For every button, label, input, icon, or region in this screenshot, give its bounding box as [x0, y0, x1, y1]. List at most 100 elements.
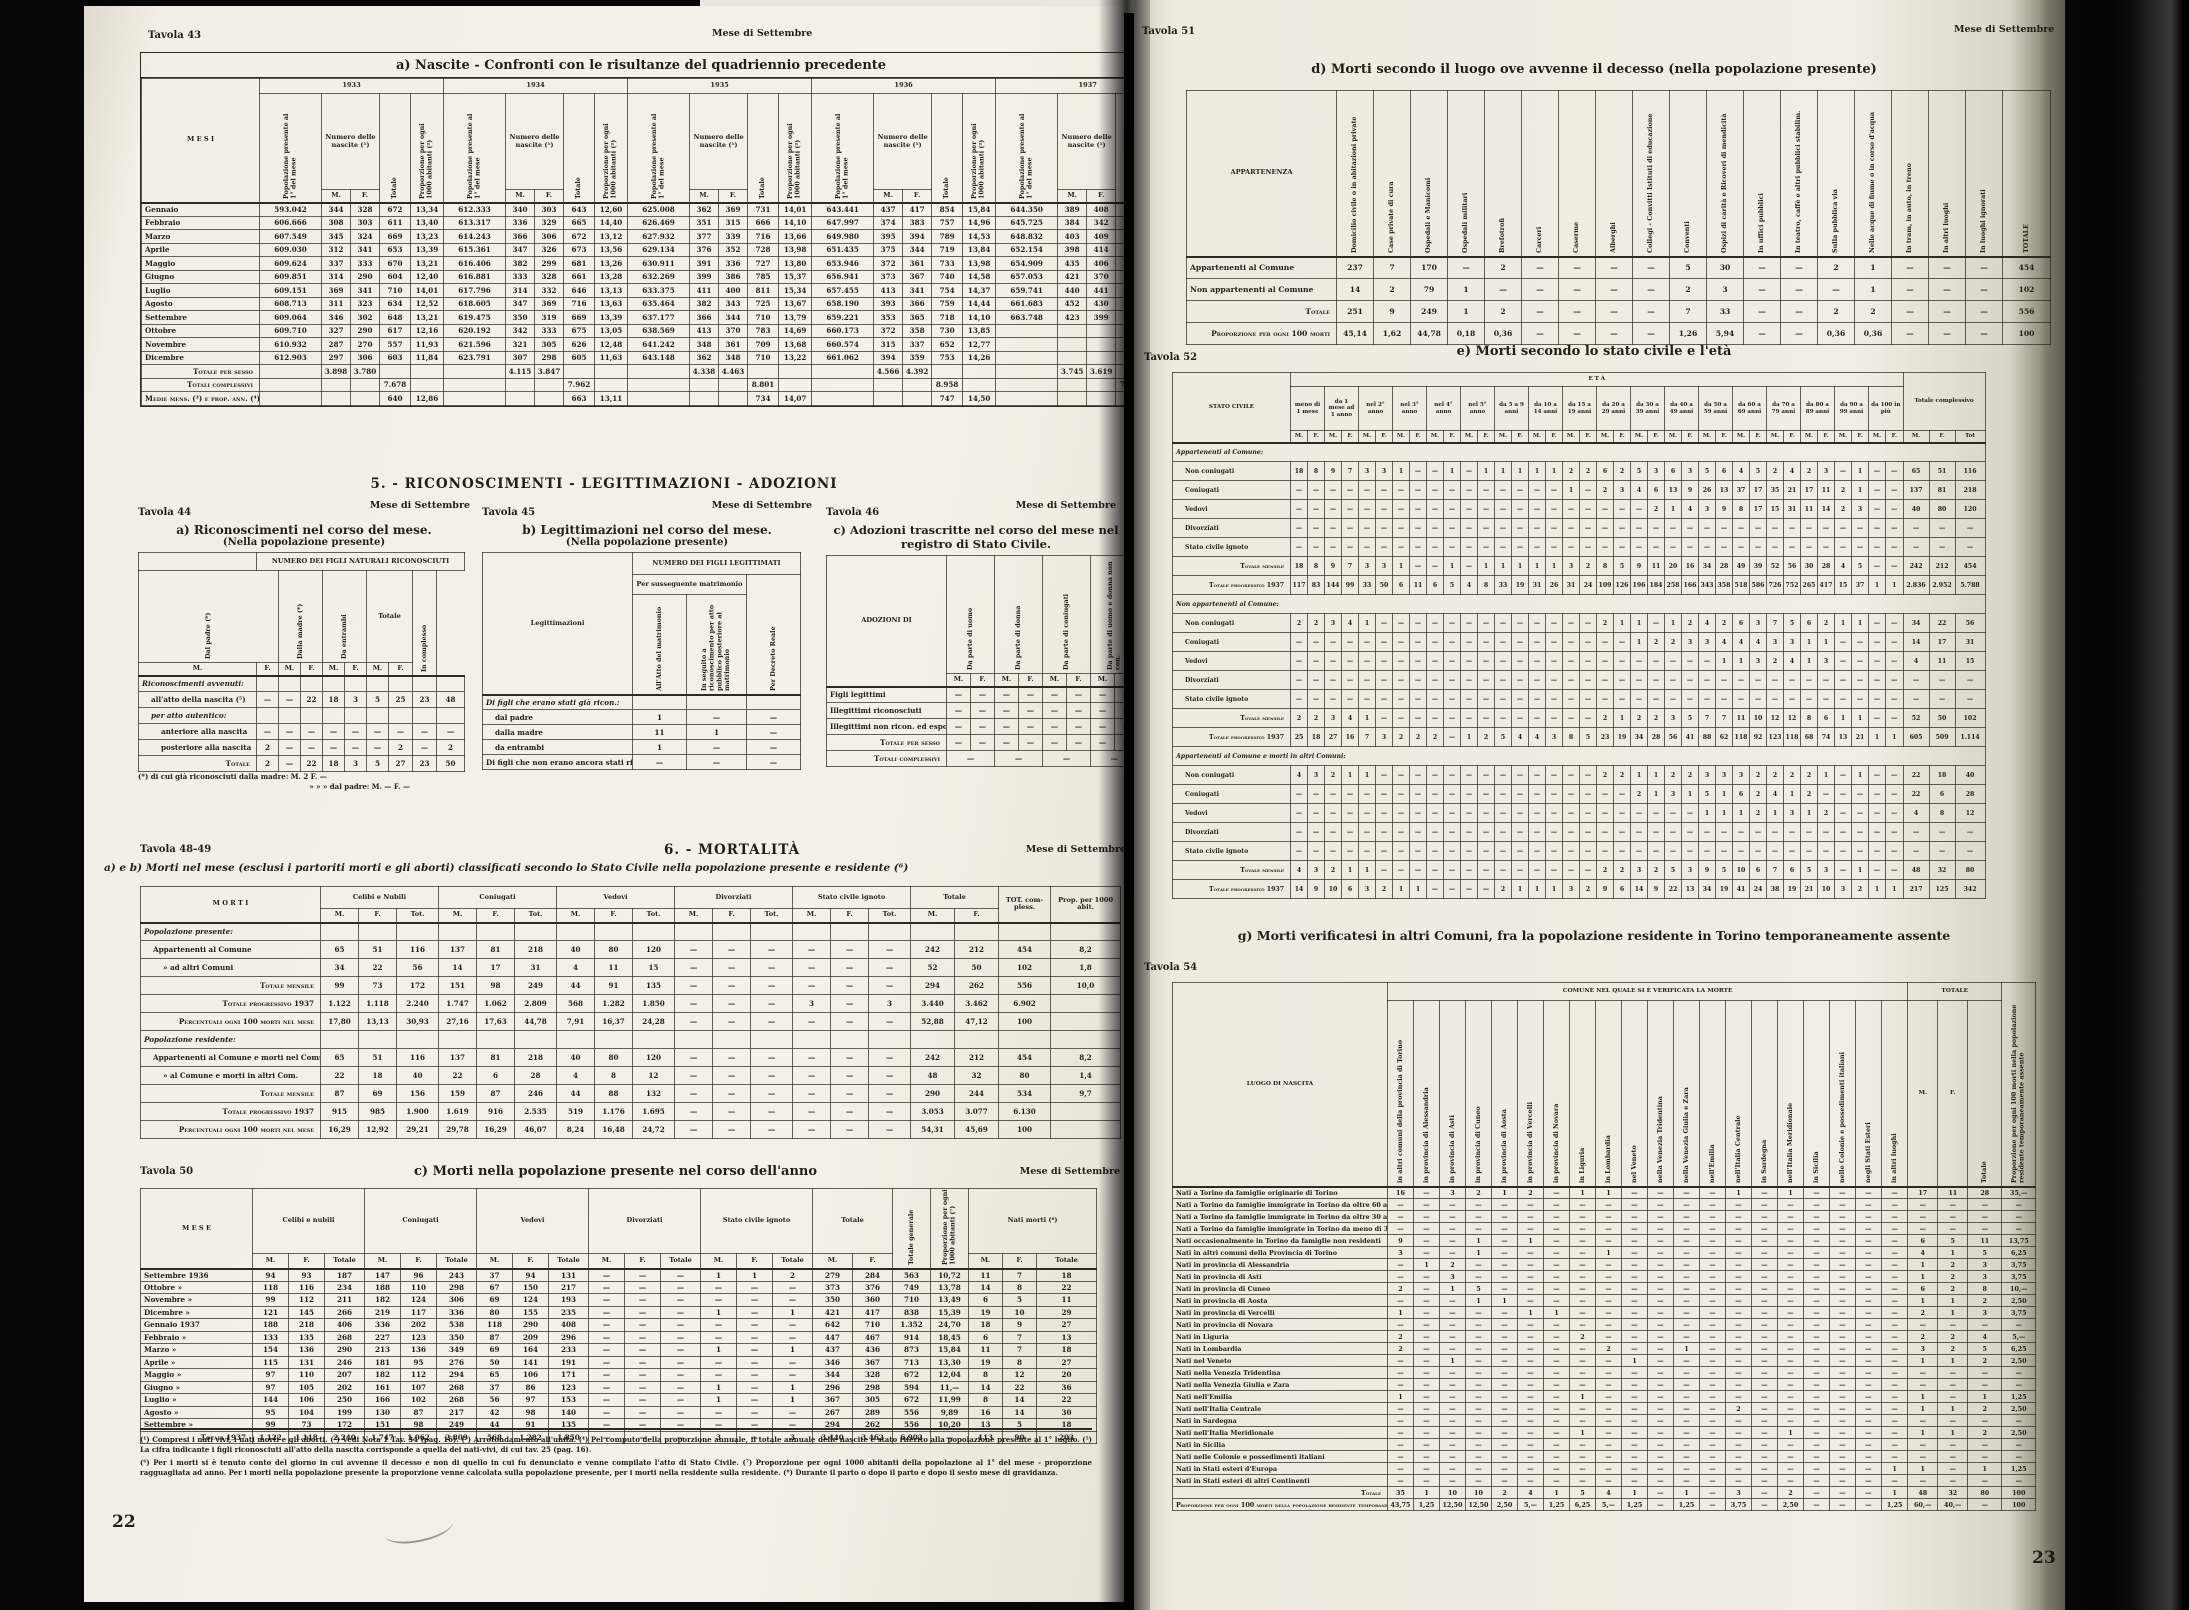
cell: —: [1494, 651, 1512, 671]
cell: 3: [1817, 860, 1835, 880]
rotated-label: Totale generale: [906, 1209, 915, 1265]
header-cell: M.: [1324, 430, 1342, 443]
cell: —: [1491, 1282, 1518, 1295]
cell: —: [1803, 1282, 1830, 1295]
cell: dal padre: [482, 709, 633, 726]
cell: —: [1829, 1270, 1856, 1283]
cell: —: [736, 1380, 774, 1395]
cell: —: [278, 739, 301, 756]
cell: 105: [288, 1380, 325, 1395]
cell: —: [1465, 1330, 1492, 1343]
cell: —: [1664, 841, 1682, 861]
cell: —: [1562, 803, 1580, 823]
cell: 14,10: [778, 215, 813, 230]
cell: da entrambi: [482, 739, 633, 756]
cell: 244: [954, 1084, 1000, 1103]
cell: —: [1967, 1222, 2003, 1235]
cell: 13: [1681, 879, 1699, 899]
cell: —: [1803, 1306, 1830, 1319]
cell: 0,36: [1484, 322, 1522, 345]
cell: [995, 323, 1059, 338]
cell: —: [1907, 1222, 1939, 1235]
cell: —: [1751, 1258, 1778, 1271]
cell: —: [1829, 1306, 1856, 1319]
cell: 3: [1562, 556, 1580, 576]
cell: [995, 377, 1059, 392]
cell: 118: [476, 1318, 513, 1332]
cell: 1: [1868, 879, 1886, 899]
cell: 40: [1954, 765, 1986, 785]
cell: 1: [1885, 575, 1904, 595]
cell: [1050, 1012, 1122, 1031]
cell: —: [1621, 1402, 1648, 1415]
cell: —: [1800, 537, 1818, 557]
cell: 658.190: [811, 296, 875, 311]
cell: [1050, 1102, 1122, 1121]
cell: 50: [435, 755, 466, 772]
cell: —: [1725, 1282, 1752, 1295]
cell: [995, 337, 1059, 352]
cell: 8.801: [747, 377, 780, 392]
header-cell: negli Stati Esteri: [1855, 1000, 1882, 1187]
cell: —: [1803, 1414, 1830, 1427]
cell: 10,0: [1050, 976, 1122, 995]
tavola-46-title: c) Adozioni trascritte nel corso del mes…: [833, 523, 1119, 551]
cell: 626.469: [627, 215, 691, 230]
cell: Nati in Sicilia: [1172, 1438, 1388, 1451]
cell: —: [1290, 537, 1308, 557]
cell: 6.902: [998, 994, 1052, 1013]
cell: —: [1967, 1366, 2003, 1379]
cell: 39: [1749, 556, 1767, 576]
cell: 366: [505, 229, 536, 244]
cell: 1: [1967, 1462, 2003, 1475]
cell: 7: [1341, 461, 1359, 481]
header-cell: NUMERO DEI FIGLI LEGITTIMATI: [632, 552, 801, 575]
cell: 56: [1783, 556, 1801, 576]
cell: —: [1439, 1198, 1466, 1211]
cell: —: [1413, 1222, 1440, 1235]
cell: —: [1829, 1198, 1856, 1211]
header-cell: M.: [1290, 430, 1308, 443]
cell: 348: [718, 350, 749, 365]
cell: 0,36: [1854, 322, 1892, 345]
cell: 394: [873, 350, 904, 365]
cell: —: [2001, 1210, 2037, 1223]
cell: Novembre: [141, 337, 260, 352]
cell: 243: [436, 1268, 477, 1282]
cell: —: [1699, 1270, 1726, 1283]
cell: 1: [1854, 256, 1892, 279]
cell: 171: [547, 1368, 590, 1382]
cell: —: [1780, 256, 1818, 279]
cell: —: [1885, 518, 1904, 538]
cell: 2: [1596, 613, 1614, 633]
cell: —: [1596, 499, 1614, 519]
cell: 3: [1732, 765, 1750, 785]
cell: 609.851: [259, 269, 322, 284]
cell: —: [1751, 1486, 1778, 1499]
cell: 3: [1725, 1486, 1752, 1499]
cell: 609.624: [259, 256, 322, 271]
cell: —: [1426, 841, 1444, 861]
cell: —: [1699, 1294, 1726, 1307]
tavola-45-table-host: Legittimazioni NUMERO DEI FIGLI LEGITTIMA…: [482, 551, 812, 771]
cell: —: [1647, 1354, 1674, 1367]
cell: 12,77: [962, 337, 997, 352]
cell: 914: [892, 1330, 932, 1345]
cell: 80: [476, 1305, 513, 1320]
cell: 661.062: [811, 350, 875, 365]
cell: 31: [514, 958, 558, 977]
cell: Dicembre: [141, 350, 260, 365]
cell: 14,96: [962, 215, 997, 230]
cell: —: [300, 739, 323, 756]
cell: —: [1673, 1234, 1700, 1247]
cell: 3.440: [812, 1430, 854, 1445]
cell: —: [712, 1012, 752, 1031]
cell: 8,2: [1050, 940, 1122, 959]
cell: —: [588, 1318, 626, 1332]
cell: 3: [1681, 632, 1699, 652]
cell: 733: [931, 256, 964, 271]
cell: —: [1460, 537, 1478, 557]
cell: [322, 675, 345, 692]
cell: 9,7: [1050, 1084, 1122, 1103]
cell: 11: [1409, 575, 1427, 595]
